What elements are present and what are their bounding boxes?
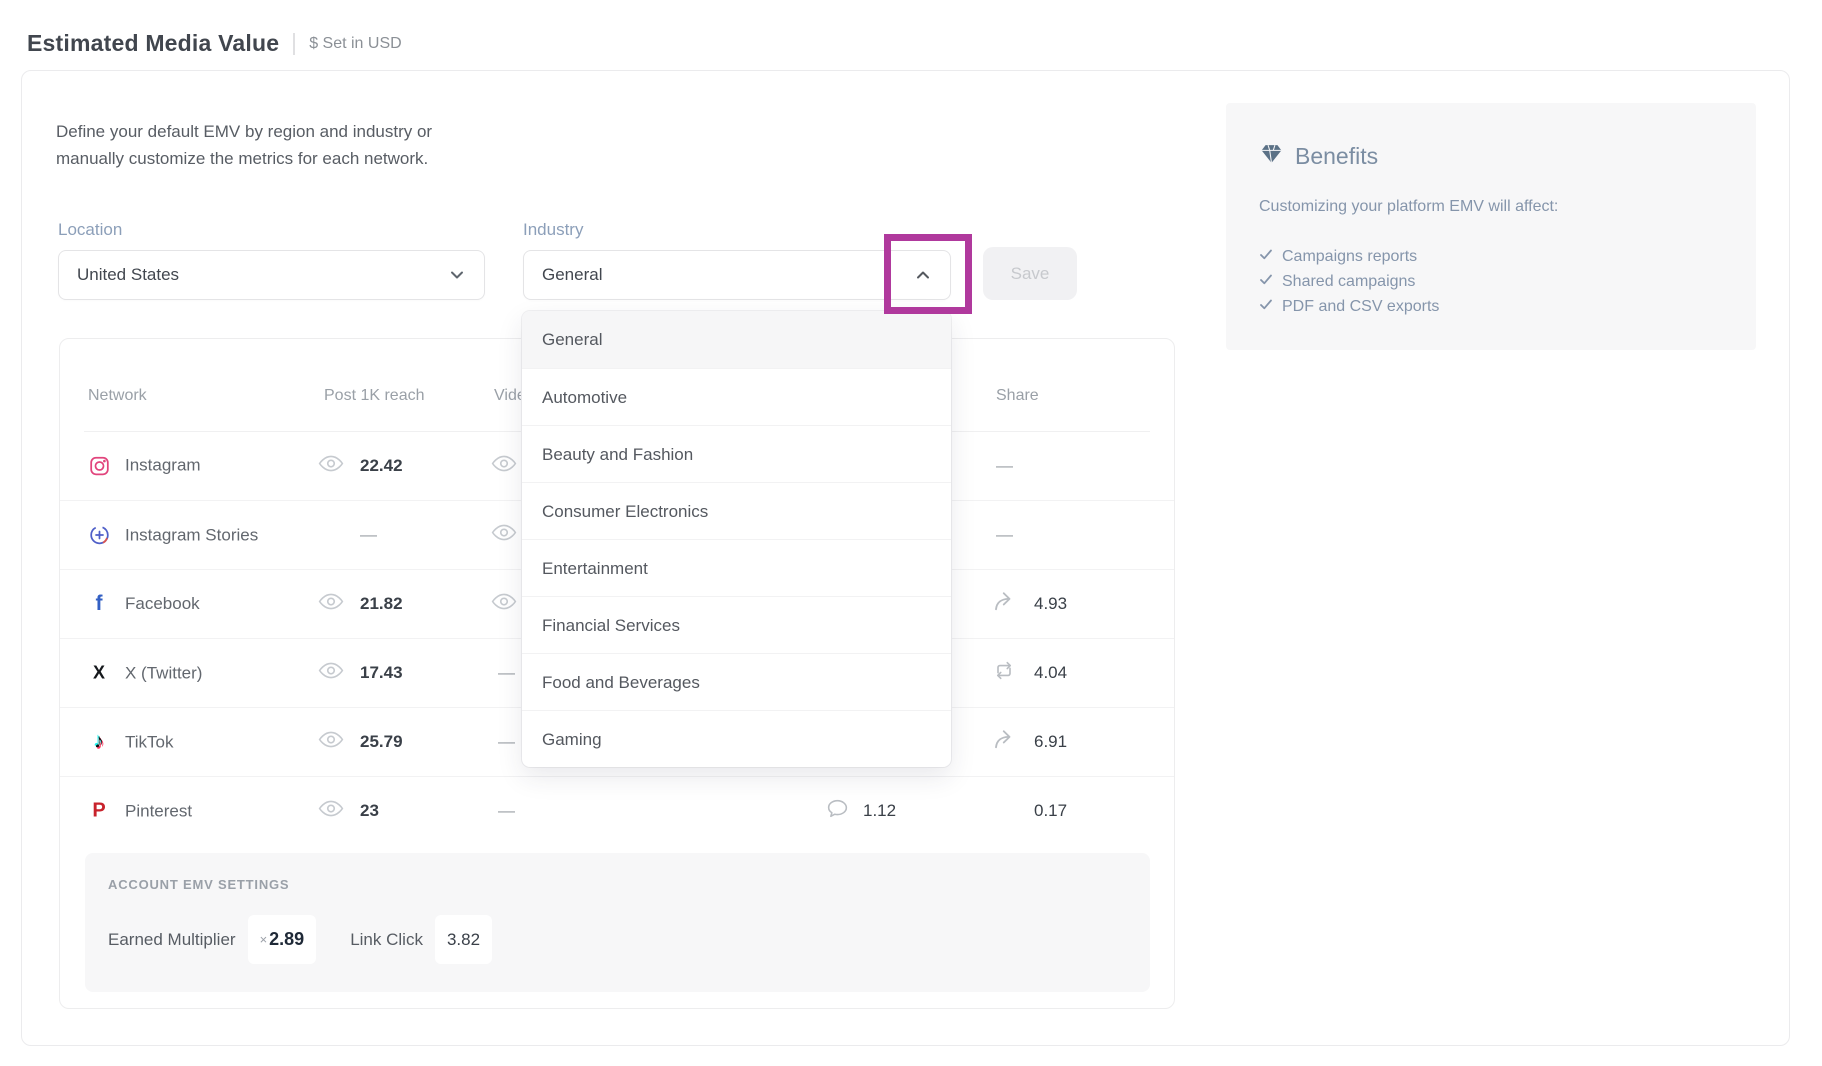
benefits-intro: Customizing your platform EMV will affec… [1259,198,1559,215]
network-name: Instagram Stories [125,525,259,544]
description-line-2: manually customize the metrics for each … [56,149,429,168]
share-icon [992,589,1017,619]
benefits-list: Campaigns reports Shared campaigns PDF a… [1259,244,1439,319]
eye-icon [318,589,344,620]
benefits-panel: Benefits Customizing your platform EMV w… [1226,103,1756,350]
network-name: Facebook [125,594,200,613]
industry-value: General [542,265,603,284]
dropdown-option[interactable]: Food and Beverages [522,653,951,710]
chevron-down-icon [448,266,466,284]
post-reach-value[interactable]: 21.82 [360,594,403,613]
chevron-up-icon [914,266,932,284]
dropdown-option[interactable]: Gaming [522,710,951,767]
post-reach-value[interactable]: 23 [360,801,379,820]
column-header-share: Share [996,387,1039,404]
eye-icon [318,450,344,481]
column-header-network: Network [88,387,147,404]
share-value[interactable]: 4.04 [1034,663,1068,682]
earned-multiplier-label: Earned Multiplier [108,929,236,949]
account-emv-settings-panel: ACCOUNT EMV SETTINGS Earned Multiplier ×… [85,853,1150,992]
benefit-label: Campaigns reports [1282,247,1418,265]
currency-note: $ Set in USD [309,34,402,52]
pinterest-icon: P [92,799,106,822]
dropdown-option[interactable]: Entertainment [522,539,951,596]
comments-value[interactable]: 1.12 [863,801,897,820]
location-value: United States [77,265,180,284]
share-value[interactable]: 6.91 [1034,732,1068,751]
benefit-item: Campaigns reports [1259,244,1439,269]
industry-label: Industry [523,220,584,239]
table-row-instagram: Instagram 22.42 — [60,431,1174,500]
repost-icon [992,659,1016,688]
share-icon [992,727,1017,757]
dropdown-option[interactable]: Financial Services [522,596,951,653]
network-name: TikTok [125,732,174,751]
eye-icon [318,658,344,689]
dropdown-option[interactable]: Automotive [522,368,951,425]
share-value[interactable]: 0.17 [1034,801,1068,820]
share-value[interactable]: 4.93 [1034,594,1068,613]
share-value-empty: — [996,525,1013,544]
eye-icon [491,520,517,551]
benefit-label: Shared campaigns [1282,272,1416,290]
save-button[interactable]: Save [983,247,1077,300]
post-reach-value[interactable]: 25.79 [360,732,403,751]
earned-multiplier-value: 2.89 [269,929,305,949]
post-reach-empty: — [360,525,377,544]
location-select[interactable]: United States [58,250,485,300]
title-divider [293,32,296,55]
video-reach-empty: — [498,801,515,820]
eye-icon [491,589,517,620]
benefits-title: Benefits [1295,142,1379,169]
x-twitter-icon: X [92,662,105,683]
table-row-pinterest: P Pinterest 23 — 1.12 0.17 [60,776,1174,845]
post-reach-value[interactable]: 22.42 [360,455,403,475]
comment-icon [825,796,850,826]
instagram-icon [88,455,110,476]
benefit-item: PDF and CSV exports [1259,294,1439,319]
location-label: Location [58,220,123,239]
description: Define your default EMV by region and in… [56,118,516,172]
gem-icon [1259,141,1284,171]
video-reach-empty: — [498,732,515,751]
earned-multiplier-field[interactable]: × 2.89 [247,915,317,964]
facebook-icon: f [95,592,103,615]
emv-settings-heading: ACCOUNT EMV SETTINGS [108,877,290,892]
check-icon [1259,273,1273,291]
check-icon [1259,248,1273,266]
network-name: Instagram [125,455,201,475]
share-value-empty: — [996,455,1013,475]
multiply-icon: × [259,932,268,947]
eye-icon [318,727,344,758]
post-reach-value[interactable]: 17.43 [360,663,403,682]
column-header-post-reach: Post 1K reach [324,387,425,404]
benefit-label: PDF and CSV exports [1282,297,1440,315]
industry-select[interactable]: General [523,250,951,300]
network-name: X (Twitter) [125,663,203,682]
eye-icon [491,450,517,481]
link-click-value: 3.82 [446,929,481,949]
emv-settings-row: Earned Multiplier × 2.89 Link Click 3.82 [108,915,493,964]
annotation-highlight-box [884,234,972,314]
dropdown-option[interactable]: General [522,311,951,368]
eye-icon [318,796,344,827]
dropdown-option[interactable]: Beauty and Fashion [522,425,951,482]
page-title: Estimated Media Value [27,30,280,56]
network-name: Pinterest [125,801,193,820]
benefit-item: Shared campaigns [1259,269,1439,294]
instagram-stories-icon [88,525,110,546]
tiktok-icon: ♪ [94,730,104,753]
video-reach-empty: — [498,663,515,682]
description-line-1: Define your default EMV by region and in… [56,122,433,141]
check-icon [1259,298,1273,316]
benefits-header: Benefits [1259,141,1378,171]
link-click-label: Link Click [350,929,423,949]
dropdown-option[interactable]: Consumer Electronics [522,482,951,539]
industry-dropdown-menu: General Automotive Beauty and Fashion Co… [522,311,951,767]
page-header: Estimated Media Value $ Set in USD [27,30,402,57]
link-click-field[interactable]: 3.82 [434,915,493,964]
